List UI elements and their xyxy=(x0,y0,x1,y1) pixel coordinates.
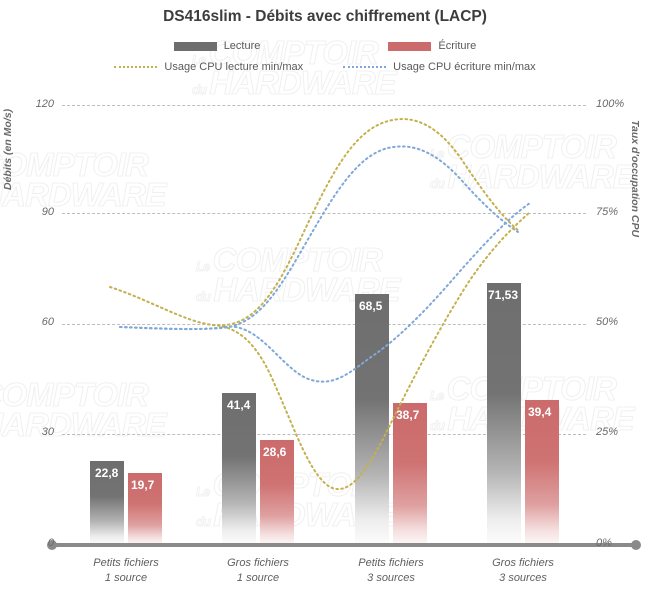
category-line-2b: 1 source xyxy=(236,572,280,584)
chart-legend: Lecture Écriture Usage CPU lecture min/m… xyxy=(0,40,650,73)
bar-lecture-g4[interactable] xyxy=(487,283,521,545)
legend-row-bars: Lecture Écriture xyxy=(0,40,650,52)
y-tick-left: 90 xyxy=(41,206,54,218)
legend-label-cpu-ecriture: Usage CPU écriture min/max xyxy=(393,61,536,73)
y-tick-left: 0 xyxy=(47,537,54,549)
category-line-1a: Petits fichiers xyxy=(93,557,159,569)
bar-ecriture-g4[interactable] xyxy=(525,400,559,545)
bar-label-ecriture-g1: 19,7 xyxy=(131,478,155,492)
category-line-3a: Petits fichiers xyxy=(358,557,424,569)
y-tick-right: 75% xyxy=(596,206,619,218)
legend-swatch-icon-lecture xyxy=(173,41,217,51)
legend-item-cpu-ecriture[interactable]: Usage CPU écriture min/max xyxy=(343,61,536,73)
y-tick-left: 60 xyxy=(41,316,54,328)
category-label-3: Petits fichiers 3 sources xyxy=(331,556,451,586)
y-axis-left-title: Débits (en Mo/s) xyxy=(2,108,14,190)
category-line-4b: 3 sources xyxy=(499,572,547,584)
bar-lecture-g3[interactable] xyxy=(355,294,389,545)
legend-label-ecriture: Écriture xyxy=(438,40,477,52)
chart-title: DS416slim - Débits avec chiffrement (LAC… xyxy=(163,8,487,25)
bar-lecture-g2[interactable] xyxy=(222,393,256,545)
legend-swatch-icon-ecriture xyxy=(388,41,432,51)
bar-ecriture-g1[interactable] xyxy=(128,473,162,545)
y-axis-right-title: Taux d'occupation CPU xyxy=(629,120,641,238)
category-label-1: Petits fichiers 1 source xyxy=(66,556,186,586)
legend-item-cpu-lecture[interactable]: Usage CPU lecture min/max xyxy=(114,61,303,73)
gridline-120 xyxy=(62,105,586,106)
bar-ecriture-g3[interactable] xyxy=(393,403,427,545)
y-tick-right: 25% xyxy=(596,426,619,438)
y-tick-right: 50% xyxy=(596,316,619,328)
y-tick-right: 0% xyxy=(596,537,612,549)
legend-dashline-icon-cpu-ecriture xyxy=(343,66,387,68)
bar-label-lecture-g2: 41,4 xyxy=(227,398,251,412)
legend-item-ecriture[interactable]: Écriture xyxy=(388,40,476,52)
bar-label-lecture-g4: 71,53 xyxy=(488,288,519,302)
legend-row-lines: Usage CPU lecture min/max Usage CPU écri… xyxy=(0,61,650,73)
category-label-4: Gros fichiers 3 sources xyxy=(463,556,583,586)
category-line-1b: 1 source xyxy=(104,572,148,584)
bar-label-ecriture-g2: 28,6 xyxy=(263,445,287,459)
legend-label-lecture: Lecture xyxy=(223,40,261,52)
y-tick-left: 120 xyxy=(35,98,54,110)
bar-label-lecture-g1: 22,8 xyxy=(95,466,119,480)
legend-label-cpu-lecture: Usage CPU lecture min/max xyxy=(164,61,304,73)
bar-label-ecriture-g4: 39,4 xyxy=(528,405,552,419)
category-line-4a: Gros fichiers xyxy=(492,557,554,569)
bar-label-ecriture-g3: 38,7 xyxy=(396,408,420,422)
y-tick-left: 30 xyxy=(41,426,54,438)
y-tick-right: 100% xyxy=(596,98,625,110)
bar-label-lecture-g3: 68,5 xyxy=(359,299,383,313)
category-label-2: Gros fichiers 1 source xyxy=(198,556,318,586)
x-axis-baseline xyxy=(50,543,638,547)
bar-lecture-g1[interactable] xyxy=(90,461,124,545)
x-axis-cap-right xyxy=(631,540,641,550)
legend-dashline-icon-cpu-lecture xyxy=(114,66,158,68)
category-line-2a: Gros fichiers xyxy=(227,557,289,569)
category-line-3b: 3 sources xyxy=(367,572,415,584)
x-axis-cap-left xyxy=(47,540,57,550)
legend-item-lecture[interactable]: Lecture xyxy=(173,40,261,52)
